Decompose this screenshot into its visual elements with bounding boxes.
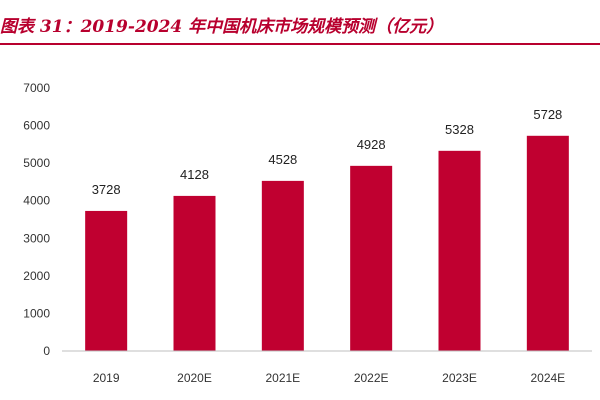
bar: [438, 150, 481, 351]
x-tick-label: 2020E: [177, 371, 212, 385]
x-tick-label: 2023E: [442, 371, 477, 385]
y-tick-label: 7000: [23, 81, 50, 95]
x-tick-label: 2024E: [530, 371, 565, 385]
bar: [261, 180, 304, 351]
y-tick-label: 4000: [23, 194, 50, 208]
bar: [350, 165, 393, 351]
y-tick-label: 3000: [23, 231, 50, 245]
x-tick-label: 2022E: [354, 371, 389, 385]
y-tick-label: 5000: [23, 156, 50, 170]
bar-value-label: 4128: [180, 167, 209, 182]
y-tick-label: 2000: [23, 269, 50, 283]
x-tick-label: 2021E: [265, 371, 300, 385]
bar: [173, 195, 216, 351]
chart-title: 图表 31：2019-2024 年中国机床市场规模预测（亿元）: [0, 17, 444, 37]
bar-value-label: 5728: [533, 107, 562, 122]
bar-value-label: 3728: [92, 182, 121, 197]
y-axis: 0 1000 2000 3000 4000 5000 6000 7000: [23, 81, 50, 358]
y-tick-label: 1000: [23, 306, 50, 320]
data-labels-group: 3728 4128 4528 4928 5328 5728: [92, 107, 563, 197]
bar-value-label: 4528: [268, 152, 297, 167]
y-tick-label: 0: [43, 344, 50, 358]
x-tick-label: 2019: [93, 371, 120, 385]
bars-group: [85, 135, 569, 351]
title-bar: 图表 31：2019-2024 年中国机床市场规模预测（亿元）: [0, 6, 600, 45]
y-tick-label: 6000: [23, 119, 50, 133]
bar-value-label: 4928: [357, 137, 386, 152]
x-axis: 2019 2020E 2021E 2022E 2023E 2024E: [93, 371, 565, 385]
bar-value-label: 5328: [445, 122, 474, 137]
bar: [85, 210, 128, 351]
title-underline: [0, 43, 600, 45]
bar: [526, 135, 569, 351]
